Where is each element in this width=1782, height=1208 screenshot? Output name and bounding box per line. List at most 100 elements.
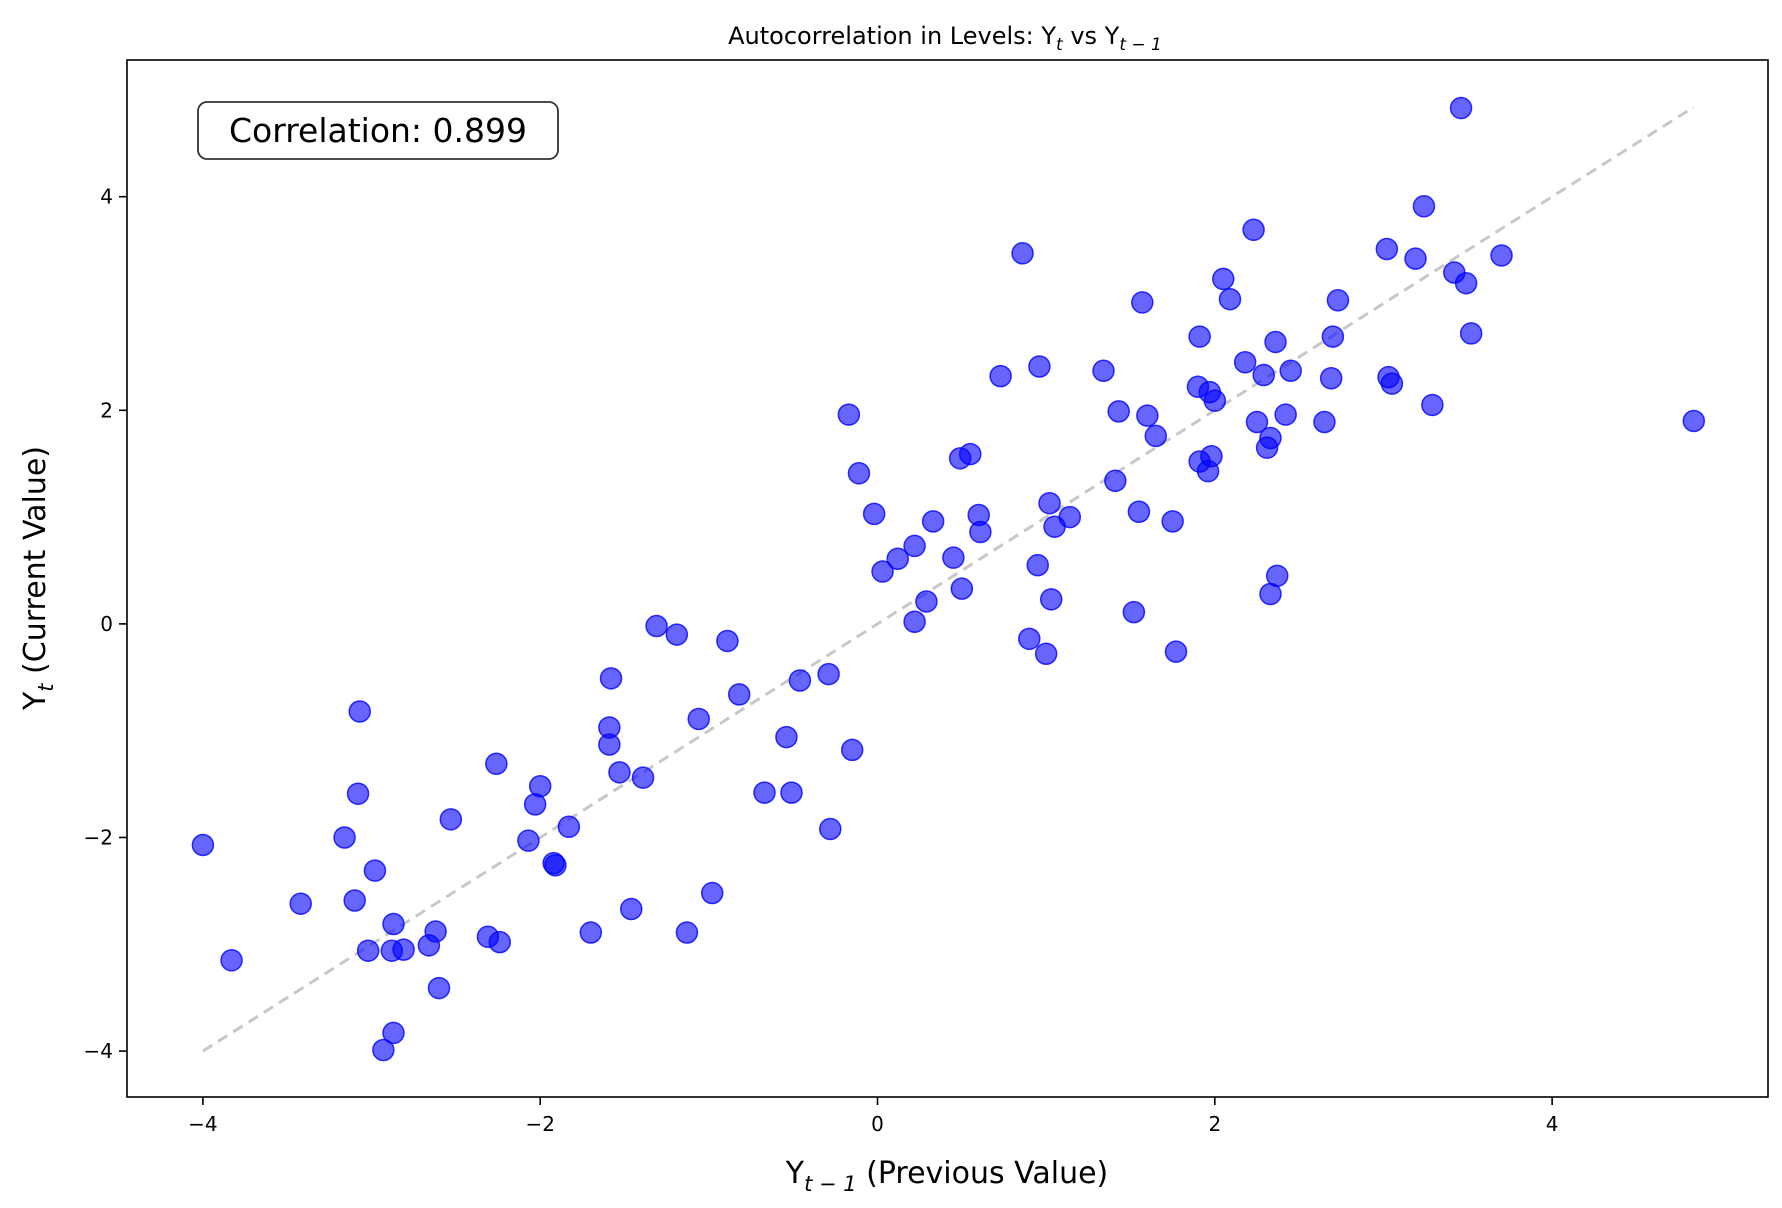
data-point <box>1264 330 1287 354</box>
data-point <box>1242 218 1265 242</box>
data-point <box>1034 642 1058 666</box>
data-point <box>599 667 623 690</box>
y-tick-label: 4 <box>100 185 113 209</box>
reference-line-layer <box>202 105 1695 1053</box>
data-point <box>871 560 894 583</box>
data-point <box>665 623 689 646</box>
data-point <box>1421 393 1444 417</box>
data-point <box>1449 96 1473 120</box>
data-point <box>382 912 405 936</box>
data-point <box>1131 291 1154 314</box>
y-tick-label: −2 <box>84 825 113 849</box>
data-point <box>289 892 312 915</box>
data-point <box>1011 242 1034 265</box>
data-point <box>1018 627 1041 651</box>
data-point <box>1265 564 1289 588</box>
data-point <box>1375 237 1399 261</box>
data-point <box>727 683 751 706</box>
data-point <box>1233 350 1257 374</box>
data-point <box>1200 444 1223 468</box>
data-point <box>1412 195 1436 218</box>
data-point <box>819 817 842 841</box>
data-point <box>716 629 739 653</box>
data-point <box>579 921 603 944</box>
data-point <box>1404 247 1427 270</box>
data-point <box>1682 409 1706 433</box>
data-point <box>886 547 909 570</box>
data-point <box>333 826 356 849</box>
data-point <box>485 752 508 776</box>
data-point <box>608 761 631 784</box>
data-point <box>950 577 974 600</box>
x-tick-label: 2 <box>1208 1112 1221 1136</box>
data-point <box>517 829 540 852</box>
data-point <box>1092 359 1115 383</box>
x-tick-label: −2 <box>525 1112 554 1136</box>
data-point <box>1380 372 1404 395</box>
data-point <box>1164 640 1188 663</box>
data-point <box>1218 287 1242 311</box>
y-axis-label: Yt (Current Value) <box>18 446 58 711</box>
data-point <box>775 725 798 749</box>
data-point <box>1104 469 1127 493</box>
data-point <box>1274 403 1297 426</box>
data-point <box>598 733 621 756</box>
data-point <box>631 766 655 789</box>
data-point <box>862 502 886 526</box>
data-point <box>348 700 371 723</box>
data-point <box>645 614 668 638</box>
data-point <box>343 889 366 912</box>
chart-title: Autocorrelation in Levels: Yt vs Yt − 1 <box>728 22 1162 55</box>
data-point <box>687 707 710 731</box>
y-tick-label: 2 <box>100 398 113 422</box>
x-axis-ticks: −4 −2 0 2 4 <box>188 1097 1558 1136</box>
x-tick-label: −4 <box>188 1112 217 1136</box>
points-layer <box>191 96 1706 1062</box>
data-point <box>382 1021 405 1045</box>
data-point <box>903 534 926 558</box>
data-point <box>675 921 699 944</box>
data-point <box>191 833 215 857</box>
data-point <box>1454 271 1478 295</box>
data-point <box>372 1038 395 1062</box>
data-point <box>1136 404 1159 427</box>
data-point <box>346 782 370 805</box>
data-point <box>356 939 380 962</box>
data-point <box>989 364 1012 388</box>
correlation-annotation: Correlation: 0.899 <box>197 101 559 160</box>
annotation-text: Correlation: 0.899 <box>229 111 527 150</box>
data-point <box>780 781 803 804</box>
data-point <box>959 442 982 466</box>
data-point <box>1127 500 1151 524</box>
data-point <box>620 897 643 921</box>
data-point <box>1188 325 1211 348</box>
data-point <box>1490 244 1513 267</box>
data-point <box>1203 389 1227 412</box>
data-point <box>837 403 861 426</box>
y-tick-label: −4 <box>84 1039 113 1063</box>
data-point <box>544 854 567 877</box>
data-point <box>915 590 938 613</box>
data-point <box>1259 426 1282 450</box>
data-point <box>1028 355 1051 378</box>
data-point <box>1319 367 1343 390</box>
plot-frame <box>126 59 1769 1098</box>
data-point <box>427 976 451 1000</box>
x-axis-label: Yt − 1 (Previous Value) <box>785 1156 1109 1196</box>
data-point <box>488 930 511 954</box>
data-point <box>942 546 965 569</box>
data-point <box>788 669 812 692</box>
data-point <box>363 859 387 882</box>
data-point <box>1279 359 1302 383</box>
data-point <box>1459 322 1483 345</box>
data-point <box>1039 588 1063 611</box>
data-point <box>1252 363 1275 387</box>
data-point <box>1144 424 1168 448</box>
data-point <box>1245 410 1269 434</box>
reference-line <box>202 105 1695 1053</box>
data-point <box>1038 491 1061 515</box>
data-point <box>969 520 992 544</box>
data-point <box>847 462 871 485</box>
